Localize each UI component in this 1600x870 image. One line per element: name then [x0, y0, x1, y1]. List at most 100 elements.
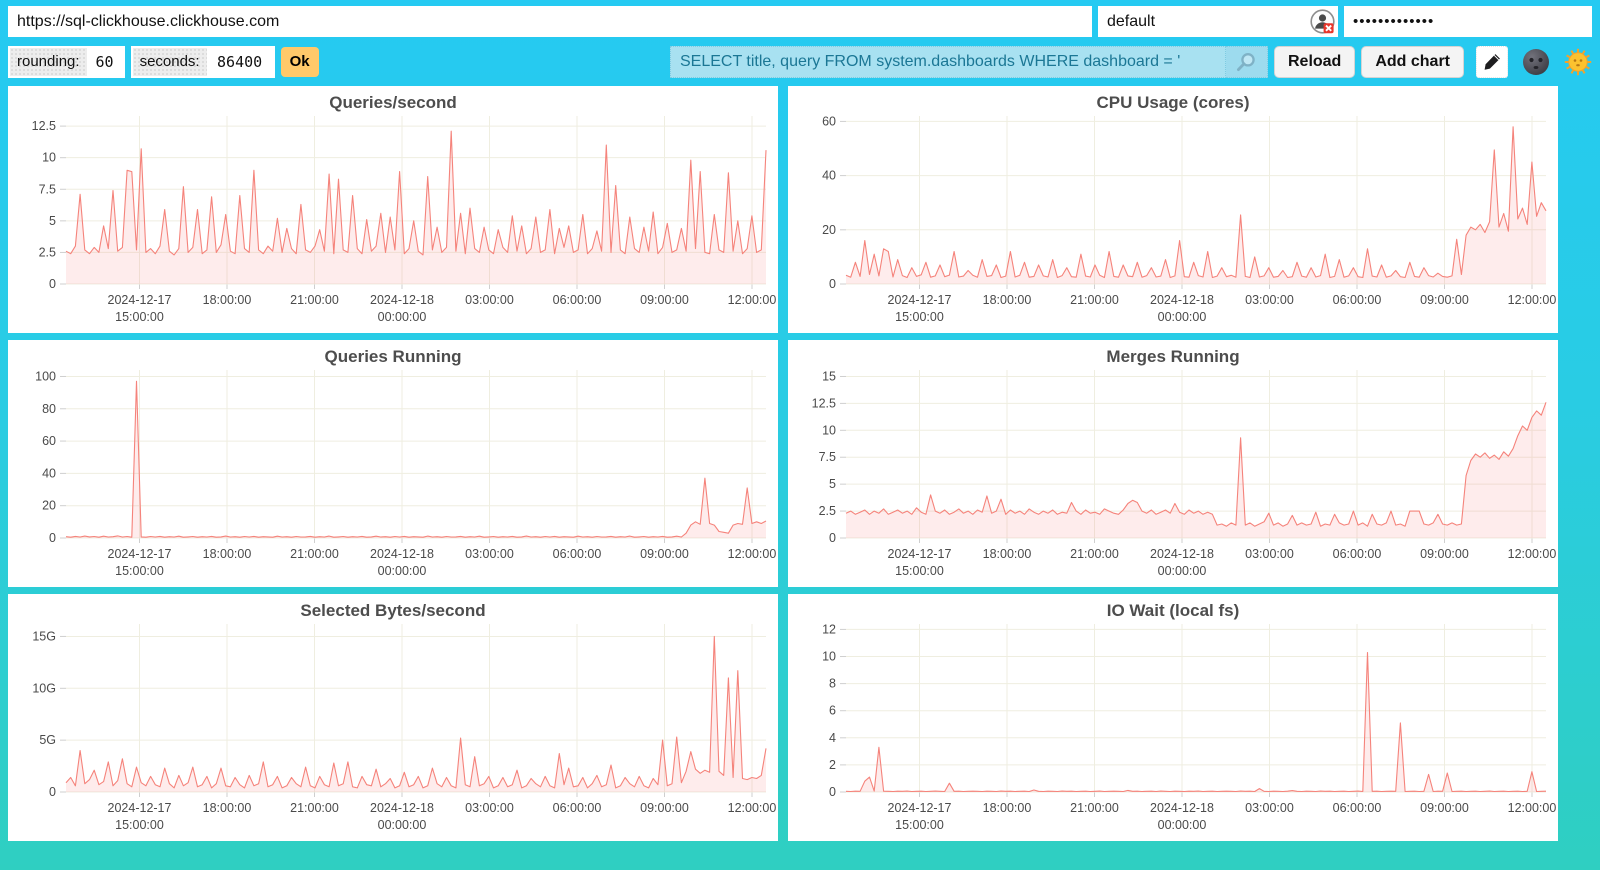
y-tick-label: 0 [829, 785, 836, 799]
x-tick-label: 2024-12-17 [888, 293, 952, 307]
chart-plot[interactable]: 2024-12-17 15:00:00 18:00:00 21:00:00 2024-1… [8, 86, 778, 333]
query-input[interactable] [669, 45, 1226, 78]
y-tick-label: 0 [49, 785, 56, 799]
series-line [65, 380, 767, 538]
x-tick-label: 21:00:00 [1070, 547, 1119, 561]
chart-plot[interactable]: 2024-12-17 15:00:00 18:00:00 21:00:00 2024-1… [8, 594, 778, 841]
charts-grid: Queries/second 2024-12-17 15:00:00 18:00:00… [8, 86, 1592, 841]
seconds-label: seconds: [132, 47, 207, 76]
seconds-control: seconds: [130, 45, 275, 78]
y-tick-label: 2.5 [819, 504, 836, 518]
chart-plot[interactable]: 2024-12-17 15:00:00 18:00:00 21:00:00 2024-1… [788, 594, 1558, 841]
chart-title: Queries/second [329, 93, 457, 112]
query-field-wrap [669, 45, 1268, 78]
y-tick-label: 5 [829, 477, 836, 491]
y-tick-label: 12.5 [812, 396, 836, 410]
edit-button[interactable] [1476, 45, 1508, 78]
chart-title: IO Wait (local fs) [1106, 601, 1240, 620]
ok-button[interactable]: Ok [280, 46, 319, 77]
x-tick-label: 12:00:00 [728, 293, 777, 307]
x-tick-label: 2024-12-18 [1150, 293, 1214, 307]
x-tick-label: 18:00:00 [203, 547, 252, 561]
password-input[interactable] [1344, 6, 1592, 37]
x-tick-label: 2024-12-17 [888, 801, 952, 815]
x-tick-label: 06:00:00 [553, 293, 602, 307]
x-tick-label: 00:00:00 [378, 564, 427, 578]
chart-plot[interactable]: 2024-12-17 15:00:00 18:00:00 21:00:00 2024-1… [788, 340, 1558, 587]
chart-title: CPU Usage (cores) [1096, 93, 1250, 112]
y-tick-label: 10 [822, 650, 836, 664]
x-tick-label: 2024-12-18 [370, 547, 434, 561]
y-tick-label: 6 [829, 704, 836, 718]
y-tick-label: 40 [42, 466, 56, 480]
x-tick-label: 15:00:00 [895, 310, 944, 324]
x-tick-label: 21:00:00 [1070, 801, 1119, 815]
y-tick-label: 12.5 [32, 119, 56, 133]
url-input[interactable] [8, 6, 1092, 37]
series-area [66, 131, 766, 284]
y-tick-label: 10 [42, 151, 56, 165]
rounding-label: rounding: [10, 47, 87, 76]
y-tick-label: 0 [829, 277, 836, 291]
chart-title: Merges Running [1106, 347, 1240, 366]
x-tick-label: 09:00:00 [640, 801, 689, 815]
y-tick-label: 0 [829, 531, 836, 545]
x-tick-label: 12:00:00 [1508, 547, 1557, 561]
y-tick-label: 5G [39, 733, 56, 747]
series-line [65, 635, 767, 789]
chart-card: Queries Running 2024-12-17 15:00:00 18:00:0… [8, 340, 778, 587]
series-area [66, 636, 766, 792]
x-tick-label: 18:00:00 [983, 801, 1032, 815]
x-tick-label: 03:00:00 [465, 293, 514, 307]
x-tick-label: 03:00:00 [1245, 547, 1294, 561]
y-tick-label: 2 [829, 758, 836, 772]
x-tick-label: 00:00:00 [1158, 564, 1207, 578]
chart-plot[interactable]: 2024-12-17 15:00:00 18:00:00 21:00:00 2024-1… [8, 340, 778, 587]
x-tick-label: 21:00:00 [290, 293, 339, 307]
sun-face-icon [1564, 48, 1592, 75]
x-tick-label: 09:00:00 [1420, 547, 1469, 561]
x-tick-label: 2024-12-18 [370, 293, 434, 307]
chart-card: CPU Usage (cores) 2024-12-17 15:00:00 18:00… [788, 86, 1558, 333]
y-tick-label: 20 [42, 499, 56, 513]
x-tick-label: 09:00:00 [640, 293, 689, 307]
x-tick-label: 03:00:00 [1245, 293, 1294, 307]
y-tick-label: 12 [822, 622, 836, 636]
x-tick-label: 00:00:00 [1158, 310, 1207, 324]
seconds-input[interactable] [206, 47, 273, 76]
search-button[interactable] [1225, 45, 1268, 78]
x-tick-label: 12:00:00 [1508, 293, 1557, 307]
x-tick-label: 03:00:00 [465, 801, 514, 815]
x-tick-label: 00:00:00 [378, 310, 427, 324]
x-tick-label: 2024-12-17 [108, 547, 172, 561]
user-input[interactable] [1098, 6, 1338, 37]
magnifier-icon [1237, 52, 1256, 71]
reload-button[interactable]: Reload [1273, 45, 1356, 78]
chart-plot[interactable]: 2024-12-17 15:00:00 18:00:00 21:00:00 2024-1… [788, 86, 1558, 333]
light-theme-button[interactable] [1564, 48, 1592, 76]
x-tick-label: 15:00:00 [895, 564, 944, 578]
dark-theme-button[interactable] [1522, 48, 1550, 76]
add-chart-button[interactable]: Add chart [1361, 45, 1464, 78]
rounding-input[interactable] [86, 47, 123, 76]
x-tick-label: 21:00:00 [290, 547, 339, 561]
x-tick-label: 09:00:00 [1420, 801, 1469, 815]
x-tick-label: 2024-12-18 [1150, 547, 1214, 561]
series-line [845, 402, 1547, 527]
y-tick-label: 40 [822, 169, 836, 183]
dashboard-page: rounding: seconds: Ok Reload Add chart [8, 6, 1592, 841]
x-tick-label: 15:00:00 [115, 310, 164, 324]
connection-bar [8, 6, 1592, 37]
rounding-control: rounding: [8, 45, 125, 78]
x-tick-label: 12:00:00 [1508, 801, 1557, 815]
x-tick-label: 06:00:00 [1333, 801, 1382, 815]
x-tick-label: 03:00:00 [465, 547, 514, 561]
x-tick-label: 2024-12-17 [888, 547, 952, 561]
y-tick-label: 10 [822, 423, 836, 437]
y-tick-label: 15 [822, 369, 836, 383]
x-tick-label: 2024-12-17 [108, 801, 172, 815]
x-tick-label: 21:00:00 [1070, 293, 1119, 307]
y-tick-label: 60 [822, 114, 836, 128]
chart-title: Queries Running [324, 347, 462, 366]
y-tick-label: 100 [35, 369, 56, 383]
